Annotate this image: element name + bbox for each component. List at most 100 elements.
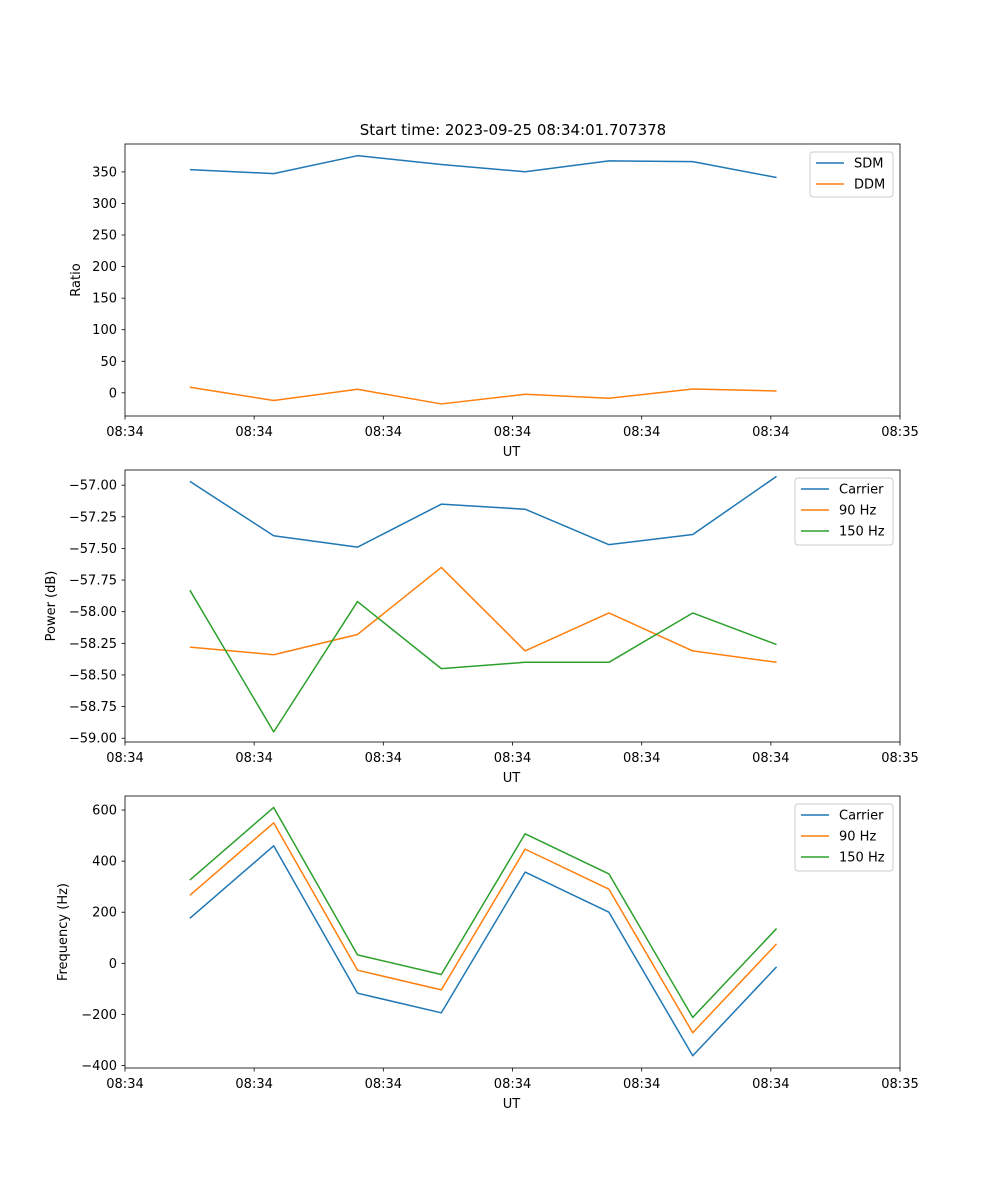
data-point — [189, 646, 191, 648]
data-point — [357, 388, 359, 390]
legend-box — [794, 803, 894, 872]
series-line-150-hz — [189, 806, 778, 1019]
data-point — [608, 612, 610, 614]
legend: Carrier 90 Hz 150 Hz — [794, 477, 894, 546]
data-point — [776, 390, 778, 392]
data-point — [692, 1017, 694, 1019]
x-tick-label: 08:34 — [106, 1077, 143, 1092]
data-point — [273, 731, 275, 733]
legend-label: Carrier — [839, 809, 884, 824]
data-point — [189, 895, 191, 897]
series-line-150-hz — [189, 589, 777, 733]
data-point — [441, 164, 443, 166]
x-tick-label: 08:34 — [752, 751, 789, 766]
chart-title: Start time: 2023-09-25 08:34:01.707378 — [360, 121, 666, 139]
data-point — [776, 177, 778, 179]
data-point — [524, 871, 526, 873]
series-line-sdm — [189, 154, 777, 179]
data-point — [608, 911, 610, 913]
data-point — [608, 661, 610, 663]
data-point — [441, 1012, 443, 1014]
data-point — [357, 969, 359, 971]
data-point — [608, 544, 610, 546]
x-tick-label: 08:34 — [494, 1077, 531, 1092]
y-tick-label: 150 — [92, 292, 117, 307]
x-tick-label: 08:34 — [494, 751, 531, 766]
data-point — [273, 845, 275, 847]
data-point — [357, 601, 359, 603]
data-point — [357, 546, 359, 548]
legend-label: SDM — [854, 157, 883, 172]
y-tick-label: 200 — [92, 906, 117, 921]
chart-panel-2: 08:34 08:34 08:34 08:34 08:34 08:34 08:35 −59.0… — [44, 469, 919, 786]
data-point — [357, 634, 359, 636]
data-point — [692, 1055, 694, 1057]
data-point — [692, 1032, 694, 1034]
y-tick-label: 200 — [92, 260, 117, 275]
legend-label: 90 Hz — [839, 504, 876, 519]
data-point — [524, 171, 526, 173]
data-point — [776, 661, 778, 663]
y-tick-label: −57.00 — [69, 479, 117, 494]
y-tick-label: 300 — [92, 197, 117, 212]
chart-panels: 08:34 08:34 08:34 08:34 08:34 08:34 08:35 0 50 10… — [44, 143, 919, 1112]
y-tick-label: −58.50 — [69, 668, 117, 683]
data-point — [273, 807, 275, 809]
data-point — [189, 879, 191, 881]
x-tick-label: 08:34 — [235, 425, 272, 440]
x-tick-label: 08:35 — [881, 1077, 918, 1092]
x-tick-label: 08:34 — [106, 425, 143, 440]
y-tick-label: 0 — [109, 386, 117, 401]
data-point — [524, 508, 526, 510]
legend-box — [794, 477, 894, 546]
data-point — [357, 954, 359, 956]
data-point — [776, 644, 778, 646]
series-line-carrier — [189, 845, 778, 1057]
data-point — [273, 822, 275, 824]
y-axis-label: Frequency (Hz) — [56, 883, 71, 981]
legend-label: 150 Hz — [839, 525, 885, 540]
x-axis-label: UT — [503, 445, 521, 460]
x-tick-label: 08:34 — [494, 425, 531, 440]
y-tick-label: −57.75 — [69, 574, 117, 589]
y-tick-label: 250 — [92, 229, 117, 244]
x-tick-label: 08:34 — [752, 425, 789, 440]
chart-panel-3: 08:34 08:34 08:34 08:34 08:34 08:34 08:35 −400 −… — [56, 795, 919, 1112]
x-tick-label: 08:34 — [623, 1077, 660, 1092]
y-tick-label: 100 — [92, 323, 117, 338]
data-point — [776, 943, 778, 945]
data-point — [441, 989, 443, 991]
data-point — [692, 612, 694, 614]
y-tick-label: −400 — [81, 1059, 117, 1074]
data-point — [189, 481, 191, 483]
y-tick-label: −59.00 — [69, 732, 117, 747]
data-point — [273, 654, 275, 656]
y-axis-label: Ratio — [69, 263, 84, 296]
y-tick-label: 600 — [92, 804, 117, 819]
data-point — [189, 169, 191, 171]
x-tick-label: 08:34 — [623, 751, 660, 766]
legend-label: 90 Hz — [839, 830, 876, 845]
data-point — [524, 833, 526, 835]
data-point — [524, 848, 526, 850]
data-point — [524, 393, 526, 395]
data-point — [189, 589, 191, 591]
data-point — [776, 476, 778, 478]
x-tick-label: 08:34 — [235, 751, 272, 766]
data-point — [524, 650, 526, 652]
y-tick-label: −58.25 — [69, 637, 117, 652]
y-tick-label: −57.25 — [69, 510, 117, 525]
y-tick-label: −200 — [81, 1008, 117, 1023]
data-point — [441, 503, 443, 505]
x-axis-label: UT — [503, 771, 521, 786]
data-point — [441, 974, 443, 976]
series-line-90-hz — [189, 822, 778, 1034]
data-point — [692, 388, 694, 390]
x-tick-label: 08:35 — [881, 425, 918, 440]
legend-label: 150 Hz — [839, 851, 885, 866]
y-tick-label: 0 — [109, 957, 117, 972]
y-tick-label: 400 — [92, 855, 117, 870]
data-point — [692, 534, 694, 536]
